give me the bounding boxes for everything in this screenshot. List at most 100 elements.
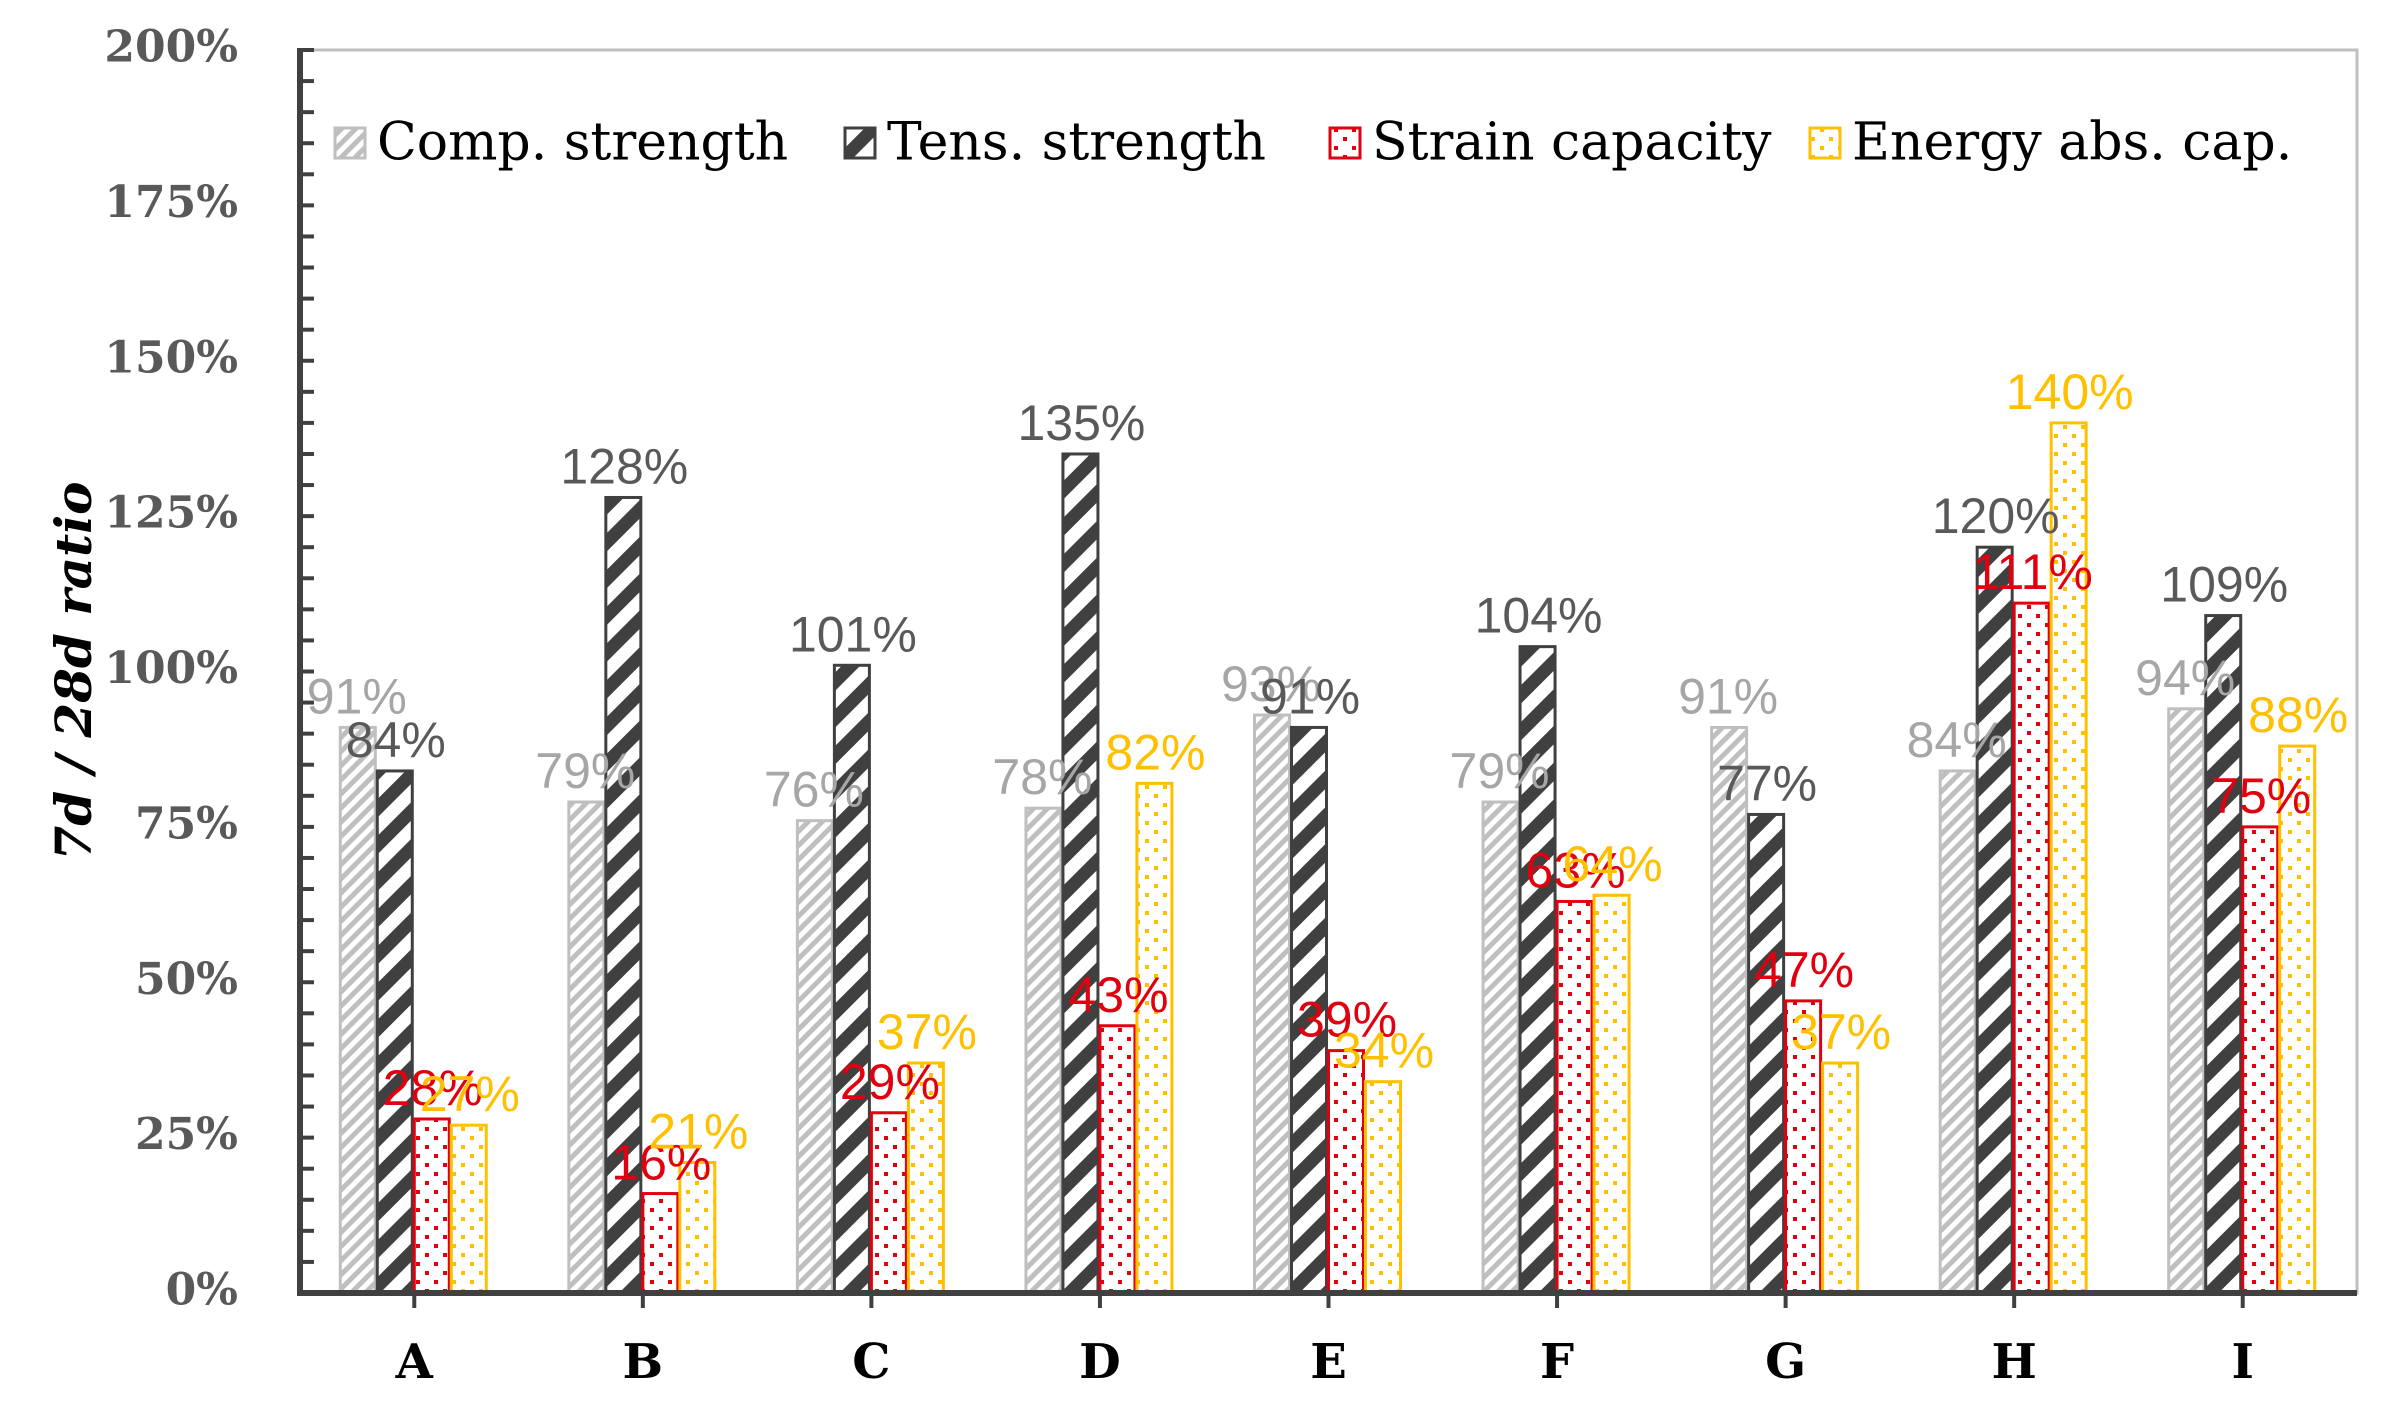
data-label: 104%: [1475, 588, 1603, 644]
bar-tens-strength-B: [604, 495, 643, 1295]
data-label: 84%: [346, 712, 446, 768]
legend-label: Energy abs. cap.: [1852, 113, 2292, 173]
data-label: 63%: [1526, 842, 1626, 898]
data-label: 94%: [2135, 650, 2235, 706]
bar-tens-strength-G: [1747, 812, 1786, 1295]
x-tick-label: I: [2231, 1334, 2253, 1390]
x-tick-label: B: [623, 1334, 664, 1390]
x-tick-label: F: [1540, 1334, 1574, 1390]
data-label: 101%: [789, 606, 917, 662]
data-label: 37%: [1791, 1004, 1891, 1060]
x-tick-label: C: [852, 1334, 890, 1390]
y-tick-label: 25%: [135, 1109, 238, 1160]
data-labels-group: 91%79% 76% 78%93%79%91%84%94%84%128%101%13…: [307, 364, 2349, 1191]
bar-strain-capacity-D: [1098, 1024, 1137, 1295]
x-tick-labels: A B C D E F G H I: [395, 1334, 2254, 1390]
data-label: 82%: [1105, 724, 1205, 780]
data-label: 76%: [764, 762, 864, 818]
bar-comp-strength-H: [1938, 769, 1977, 1295]
bar-tens-strength-H: [1975, 545, 2014, 1295]
bar-tens-strength-A: [375, 769, 414, 1295]
y-tick-label: 100%: [104, 643, 238, 694]
data-label: 16%: [611, 1135, 711, 1191]
bar-energy-abs-cap--C: [906, 1061, 945, 1295]
x-tick-label: G: [1765, 1334, 1806, 1390]
bar-energy-abs-cap--I: [2278, 744, 2317, 1295]
legend-swatch: [1808, 126, 1842, 160]
y-tick-label: 200%: [104, 22, 238, 73]
bar-comp-strength-F: [1481, 800, 1520, 1295]
bar-strain-capacity-C: [869, 1111, 908, 1295]
x-axis-ticks: [412, 1293, 2245, 1308]
y-tick-label: 75%: [135, 798, 238, 849]
bar-comp-strength-G: [1710, 725, 1749, 1295]
data-label: 75%: [2211, 768, 2311, 824]
data-label: 111%: [1972, 544, 2092, 600]
data-label: 47%: [1754, 942, 1854, 998]
bar-energy-abs-cap--A: [449, 1123, 488, 1295]
bar-energy-abs-cap--D: [1135, 781, 1174, 1295]
data-label: 29%: [840, 1054, 940, 1110]
y-tick-label: 125%: [104, 488, 238, 539]
bar-tens-strength-E: [1290, 725, 1328, 1295]
bar-comp-strength-D: [1024, 806, 1063, 1295]
y-tick-label: 150%: [104, 332, 238, 383]
data-label: 21%: [648, 1103, 748, 1159]
legend-label: Strain capacity: [1372, 113, 1772, 173]
y-minor-ticks: [300, 48, 314, 1295]
bar-comp-strength-A: [338, 725, 377, 1295]
y-axis-label: 7d / 28d ratio: [44, 482, 103, 861]
data-label: 43%: [1068, 967, 1168, 1023]
y-tick-labels: 0% 25% 50% 75% 100% 125% 150% 175% 200%: [104, 22, 238, 1316]
data-label: 91%: [1678, 668, 1778, 724]
legend-label: Comp. strength: [377, 113, 788, 173]
y-tick-label: 0%: [166, 1265, 238, 1316]
data-label: 79%: [535, 743, 635, 799]
bar-tens-strength-D: [1061, 452, 1100, 1295]
bar-energy-abs-cap--F: [1592, 893, 1631, 1295]
bar-comp-strength-I: [2167, 707, 2206, 1295]
y-tick-label: 175%: [104, 177, 238, 228]
data-label: 78%: [992, 749, 1092, 805]
data-label: 77%: [1717, 755, 1817, 811]
x-tick-label: A: [395, 1334, 434, 1390]
x-tick-label: D: [1079, 1334, 1121, 1390]
data-label: 140%: [2006, 364, 2134, 420]
bar-comp-strength-E: [1253, 713, 1291, 1295]
bar-strain-capacity-I: [2241, 825, 2280, 1295]
data-label: 37%: [877, 1004, 977, 1060]
bar-strain-capacity-B: [641, 1192, 680, 1295]
data-label: 28%: [383, 1060, 483, 1116]
data-label: 84%: [1907, 712, 2007, 768]
data-label: 79%: [1450, 743, 1550, 799]
data-label: 128%: [560, 438, 688, 494]
y-tick-label: 50%: [135, 954, 238, 1005]
legend-swatch: [843, 126, 877, 160]
bar-strain-capacity-E: [1327, 1049, 1365, 1295]
legend-label: Tens. strength: [887, 113, 1266, 173]
legend-swatch: [1328, 126, 1362, 160]
bar-energy-abs-cap--H: [2049, 421, 2088, 1295]
data-label: 34%: [1334, 1023, 1434, 1079]
data-label: 135%: [1017, 395, 1145, 451]
bar-energy-abs-cap--G: [1821, 1061, 1860, 1295]
bar-tens-strength-C: [832, 663, 871, 1295]
bar-comp-strength-C: [795, 819, 834, 1295]
data-label: 39%: [1297, 992, 1397, 1048]
x-tick-label: H: [1991, 1334, 2036, 1390]
legend-swatch: [333, 126, 367, 160]
data-label: 91%: [1260, 668, 1360, 724]
data-label: 120%: [1932, 488, 2060, 544]
bar-strain-capacity-A: [412, 1117, 451, 1295]
bar-energy-abs-cap--E: [1364, 1080, 1402, 1295]
data-label: 93%: [1221, 656, 1321, 712]
data-label: 64%: [1563, 836, 1663, 892]
data-label: 109%: [2160, 557, 2288, 613]
bar-tens-strength-I: [2204, 614, 2243, 1295]
x-tick-label: E: [1310, 1334, 1347, 1390]
data-label: 91%: [307, 668, 407, 724]
bar-strain-capacity-F: [1555, 899, 1594, 1295]
legend: Comp. strength Tens. strength Strain capac…: [333, 113, 2292, 173]
bar-comp-strength-B: [567, 800, 606, 1295]
